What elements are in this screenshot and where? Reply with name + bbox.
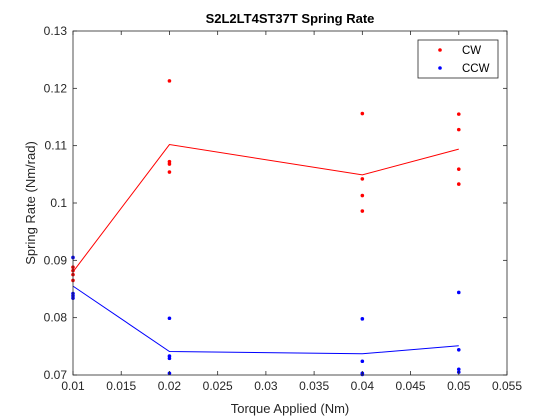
legend-marker-cw	[438, 48, 442, 52]
legend-label-cw: CW	[462, 45, 481, 57]
x-axis-label: Torque Applied (Nm)	[231, 401, 350, 416]
data-point-ccw	[167, 316, 172, 321]
y-tick-label: 0.11	[45, 139, 68, 153]
x-tick-label: 0.05	[447, 379, 471, 393]
data-layer	[71, 79, 461, 377]
legend-marker-ccw	[438, 66, 442, 70]
y-tick-label: 0.1	[50, 196, 67, 210]
data-point-cw	[360, 177, 365, 181]
data-point-ccw	[360, 317, 365, 321]
data-point-cw	[456, 127, 461, 132]
plot-area	[73, 31, 507, 375]
chart-title: S2L2LT4ST37T Spring Rate	[206, 11, 375, 26]
legend-box	[417, 39, 499, 79]
data-point-cw	[167, 162, 172, 166]
x-tick-label: 0.035	[299, 379, 329, 393]
data-point-ccw	[456, 290, 461, 295]
data-point-ccw	[456, 367, 461, 372]
series-line-cw	[72, 143, 459, 273]
data-point-ccw	[167, 356, 172, 361]
y-tick-label: 0.13	[44, 24, 68, 38]
y-axis-label: Spring Rate (Nm/rad)	[23, 141, 38, 265]
legend-label-ccw: CCW	[462, 63, 490, 75]
series-line-ccw	[72, 285, 459, 355]
data-point-cw	[167, 170, 172, 174]
x-tick-label: 0.055	[492, 379, 522, 393]
y-tick-label: 0.07	[44, 368, 68, 382]
data-point-cw	[456, 182, 461, 186]
x-tick-label: 0.03	[254, 379, 278, 393]
x-tick-label: 0.04	[351, 379, 375, 393]
data-point-cw	[456, 112, 461, 116]
data-point-cw	[360, 193, 365, 198]
x-tick-label: 0.02	[158, 379, 182, 393]
x-tick-label: 0.015	[106, 379, 136, 393]
x-tick-label: 0.045	[396, 379, 426, 393]
data-point-cw	[360, 111, 365, 116]
x-tick-label: 0.025	[203, 379, 233, 393]
data-point-cw	[167, 79, 172, 83]
y-tick-label: 0.12	[44, 81, 68, 95]
y-tick-label: 0.08	[44, 311, 68, 325]
data-point-ccw	[456, 347, 461, 352]
data-point-cw	[360, 209, 365, 213]
ticks-layer: 0.01 0.015 0.02 0.025 0.03 0.035 0.04 0.045 0.05…	[44, 24, 523, 393]
x-tick-label: 0.01	[61, 379, 85, 393]
data-point-ccw	[360, 359, 365, 364]
y-tick-label: 0.09	[44, 253, 68, 267]
legend: CW CCW	[417, 39, 499, 79]
data-point-cw	[456, 167, 461, 171]
